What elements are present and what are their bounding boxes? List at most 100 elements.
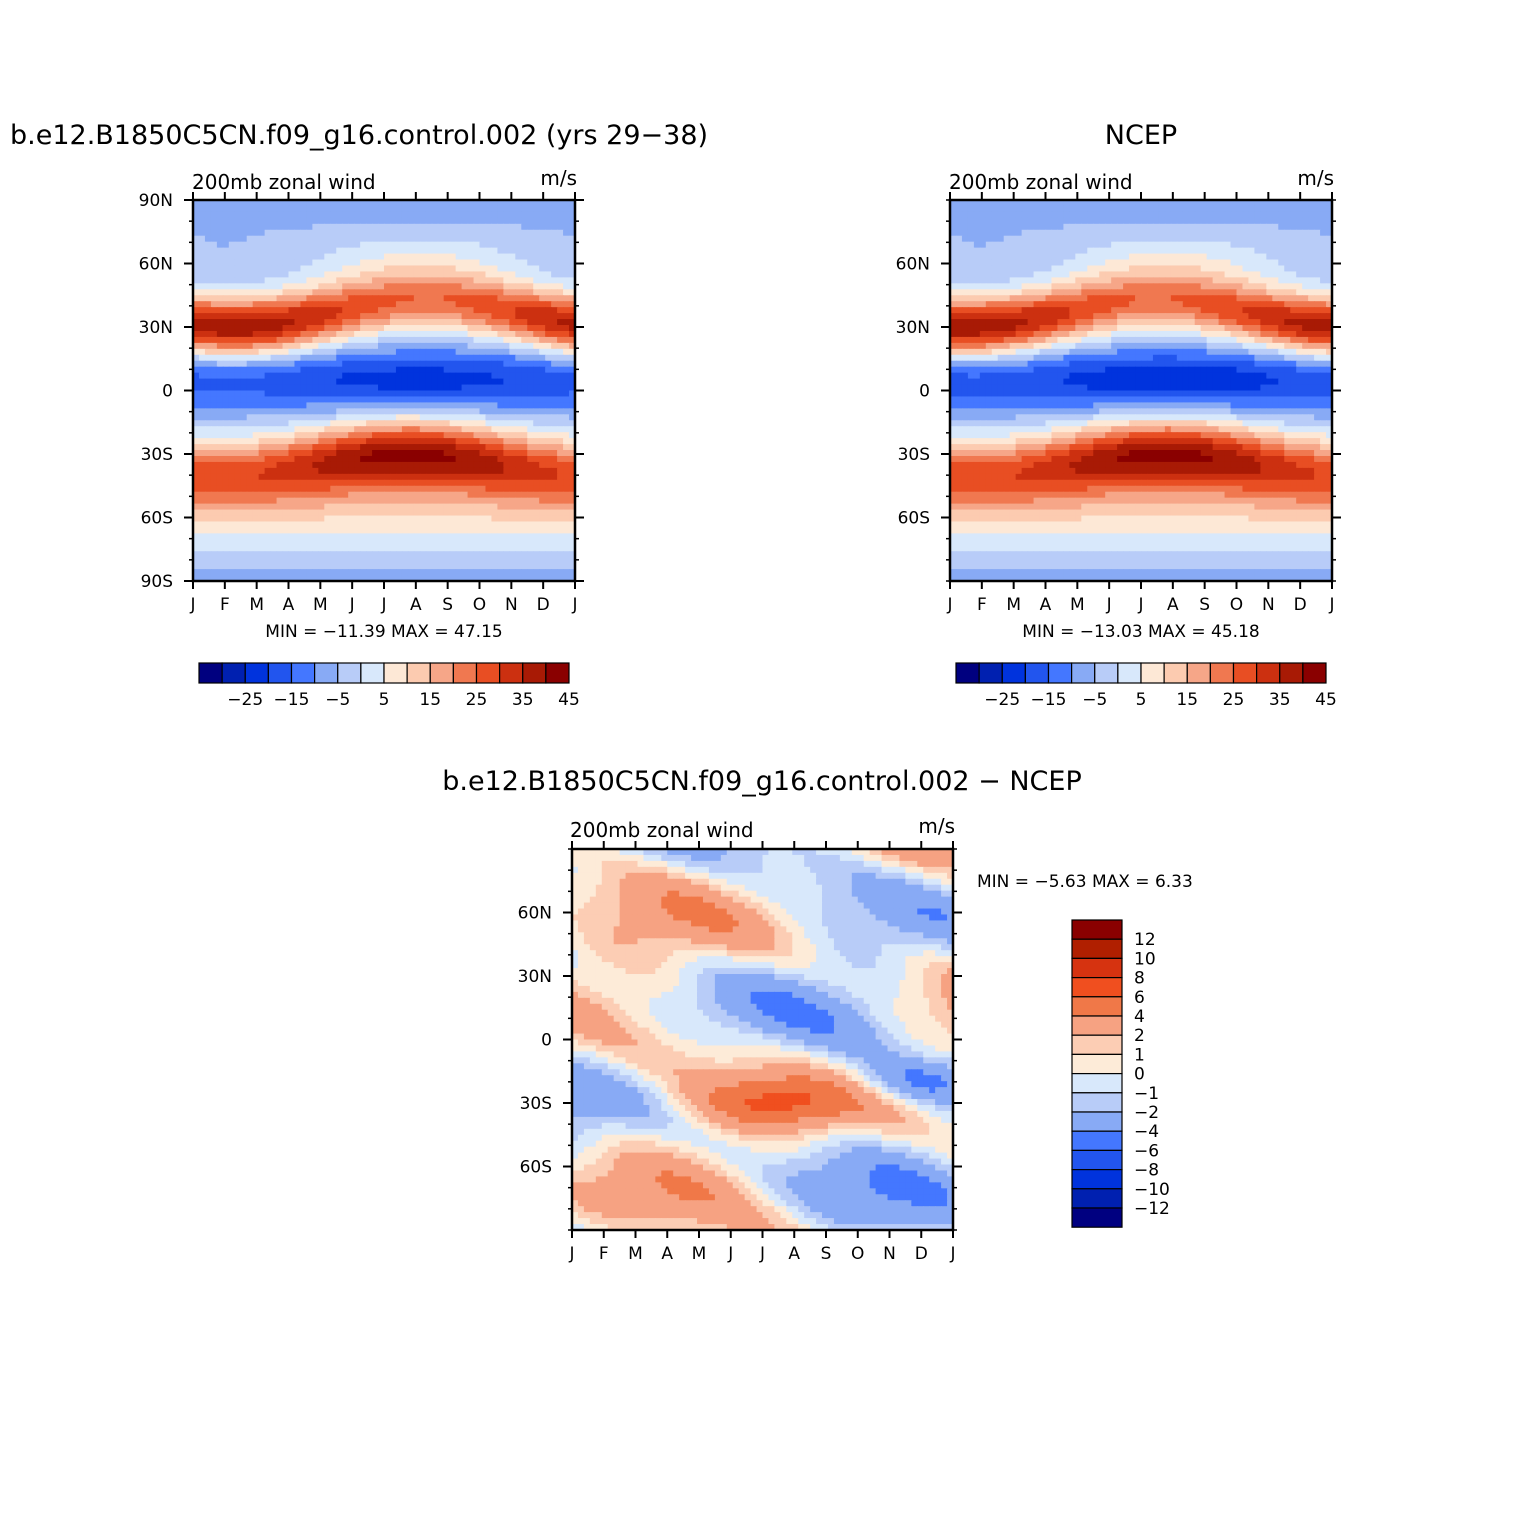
contour-cell xyxy=(1230,253,1238,261)
contour-cell xyxy=(1117,229,1124,237)
contour-cell xyxy=(204,438,212,445)
contour-cell xyxy=(521,450,528,457)
contour-cell xyxy=(354,467,361,475)
contour-cell xyxy=(282,378,290,386)
contour-cell xyxy=(378,342,385,350)
contour-cell xyxy=(1296,200,1303,207)
contour-cell xyxy=(425,223,433,231)
contour-cell xyxy=(378,348,385,356)
contour-cell xyxy=(533,211,540,219)
contour-cell xyxy=(437,575,445,582)
contour-cell xyxy=(491,295,499,302)
contour-cell xyxy=(413,211,421,219)
contour-cell xyxy=(210,521,218,529)
x-tick-label: M xyxy=(313,595,328,615)
contour-cell xyxy=(276,539,284,546)
contour-cell xyxy=(300,432,308,439)
contour-cell xyxy=(264,348,272,356)
contour-cell xyxy=(264,241,272,249)
contour-cell xyxy=(569,360,576,368)
contour-cell xyxy=(294,438,302,445)
contour-cell xyxy=(324,336,331,344)
contour-cell xyxy=(473,497,481,505)
contour-cell xyxy=(395,467,403,475)
contour-cell xyxy=(282,402,290,409)
contour-cell xyxy=(1009,223,1017,231)
contour-cell xyxy=(461,295,469,302)
contour-cell xyxy=(497,348,504,356)
contour-cell xyxy=(252,330,260,338)
contour-cell xyxy=(1284,247,1291,255)
contour-cell xyxy=(461,253,469,261)
contour-cell xyxy=(306,450,313,457)
contour-cell xyxy=(210,563,218,570)
contour-cell xyxy=(443,444,451,451)
contour-cell xyxy=(545,217,552,225)
contour-cell xyxy=(503,408,510,415)
contour-cell xyxy=(521,414,528,421)
contour-cell xyxy=(491,467,499,475)
contour-cell xyxy=(431,450,439,457)
contour-cell xyxy=(449,223,457,231)
contour-cell xyxy=(419,378,427,386)
contour-cell xyxy=(497,229,504,237)
contour-cell xyxy=(300,551,308,558)
contour-cell xyxy=(360,229,367,237)
contour-cell xyxy=(401,235,409,243)
contour-cell xyxy=(1069,229,1076,237)
contour-cell xyxy=(545,378,552,386)
contour-cell xyxy=(539,307,546,314)
contour-cell xyxy=(1141,253,1148,261)
contour-cell xyxy=(509,491,516,499)
contour-cell xyxy=(509,319,516,326)
contour-cell xyxy=(210,497,218,505)
contour-cell xyxy=(485,557,493,564)
contour-cell xyxy=(491,414,499,421)
contour-cell xyxy=(563,200,570,207)
contour-cell xyxy=(330,348,337,356)
contour-cell xyxy=(210,479,218,487)
contour-cell xyxy=(360,384,367,392)
contour-cell xyxy=(1266,223,1273,231)
contour-cell xyxy=(461,479,469,487)
contour-cell xyxy=(1152,205,1160,213)
contour-cell xyxy=(1087,217,1094,225)
contour-cell xyxy=(282,575,290,582)
contour-cell xyxy=(360,563,367,570)
contour-cell xyxy=(1045,200,1053,207)
contour-cell xyxy=(384,205,391,213)
contour-cell xyxy=(521,200,528,207)
contour-cell xyxy=(294,426,302,433)
contour-cell xyxy=(437,354,445,362)
contour-cell xyxy=(1051,205,1059,213)
contour-cell xyxy=(1224,253,1232,261)
contour-cell xyxy=(222,348,230,356)
contour-cell xyxy=(228,515,236,523)
contour-cell xyxy=(198,521,206,529)
contour-cell xyxy=(234,521,242,529)
contour-cell xyxy=(551,503,558,511)
contour-cell xyxy=(443,354,451,362)
contour-cell xyxy=(384,551,391,558)
contour-cell xyxy=(515,211,522,219)
contour-cell xyxy=(330,444,337,451)
contour-cell xyxy=(425,229,433,237)
contour-cell xyxy=(527,253,534,261)
contour-cell xyxy=(479,378,487,386)
contour-cell xyxy=(539,426,546,433)
contour-cell xyxy=(384,313,391,320)
contour-cell xyxy=(395,432,403,439)
contour-cell xyxy=(449,426,457,433)
contour-cell xyxy=(324,533,331,540)
contour-cell xyxy=(193,336,200,344)
contour-cell xyxy=(413,563,421,570)
contour-cell xyxy=(354,271,361,278)
contour-cell xyxy=(539,289,546,296)
contour-cell xyxy=(360,265,367,273)
contour-cell xyxy=(533,330,540,338)
contour-cell xyxy=(282,450,290,457)
contour-cell xyxy=(300,301,308,308)
contour-cell xyxy=(366,319,373,326)
contour-cell xyxy=(419,485,427,493)
contour-cell xyxy=(300,515,308,523)
